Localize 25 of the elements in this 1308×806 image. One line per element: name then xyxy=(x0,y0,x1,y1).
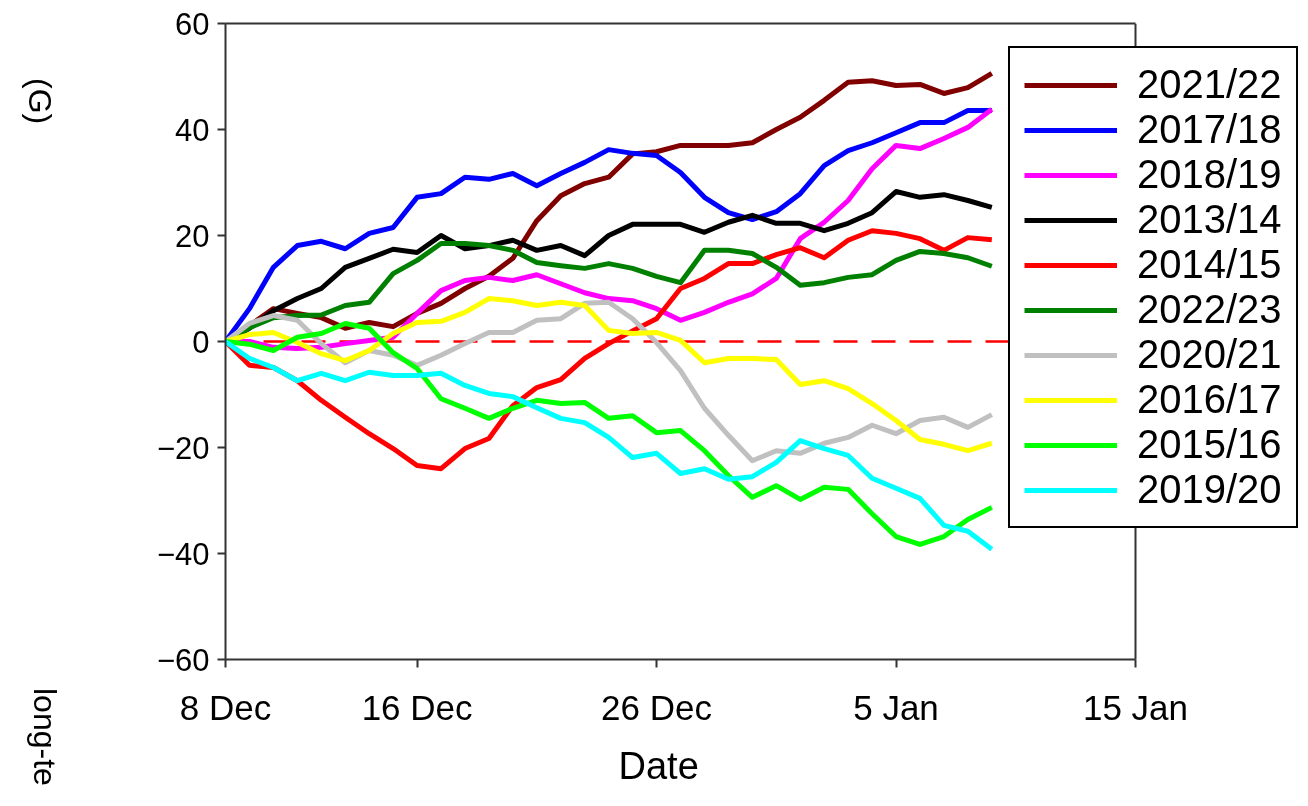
x-tick-label: 26 Dec xyxy=(601,687,713,727)
text: long-te xyxy=(27,688,63,786)
x-tick-label: 16 Dec xyxy=(361,687,473,727)
legend-label: 2015/16 xyxy=(1137,422,1282,467)
y-tick-label: −40 xyxy=(156,536,210,572)
legend-label: 2020/21 xyxy=(1137,332,1282,377)
y-tick-label: 20 xyxy=(175,218,210,254)
x-axis-title: Date xyxy=(618,744,699,787)
legend-label: 2021/22 xyxy=(1137,62,1282,107)
x-tick-label: 5 Jan xyxy=(853,687,939,727)
legend-label: 2022/23 xyxy=(1137,287,1282,332)
legend-label: 2013/14 xyxy=(1137,197,1282,242)
y-tick-label: 60 xyxy=(175,6,210,42)
legend-label: 2016/17 xyxy=(1137,377,1282,422)
legend-label: 2017/18 xyxy=(1137,107,1282,152)
legend-label: 2019/20 xyxy=(1137,467,1282,512)
x-tick-label: 15 Jan xyxy=(1082,687,1189,727)
legend-label: 2014/15 xyxy=(1137,242,1282,287)
y-tick-label: −20 xyxy=(156,430,210,466)
y-tick-label: 0 xyxy=(192,324,210,360)
legend-label: 2018/19 xyxy=(1137,152,1282,197)
y-tick-label: 40 xyxy=(175,112,210,148)
y-axis-title: (G) xyxy=(22,78,58,125)
y-tick-label: −60 xyxy=(156,642,210,678)
x-tick-label: 8 Dec xyxy=(179,687,272,727)
